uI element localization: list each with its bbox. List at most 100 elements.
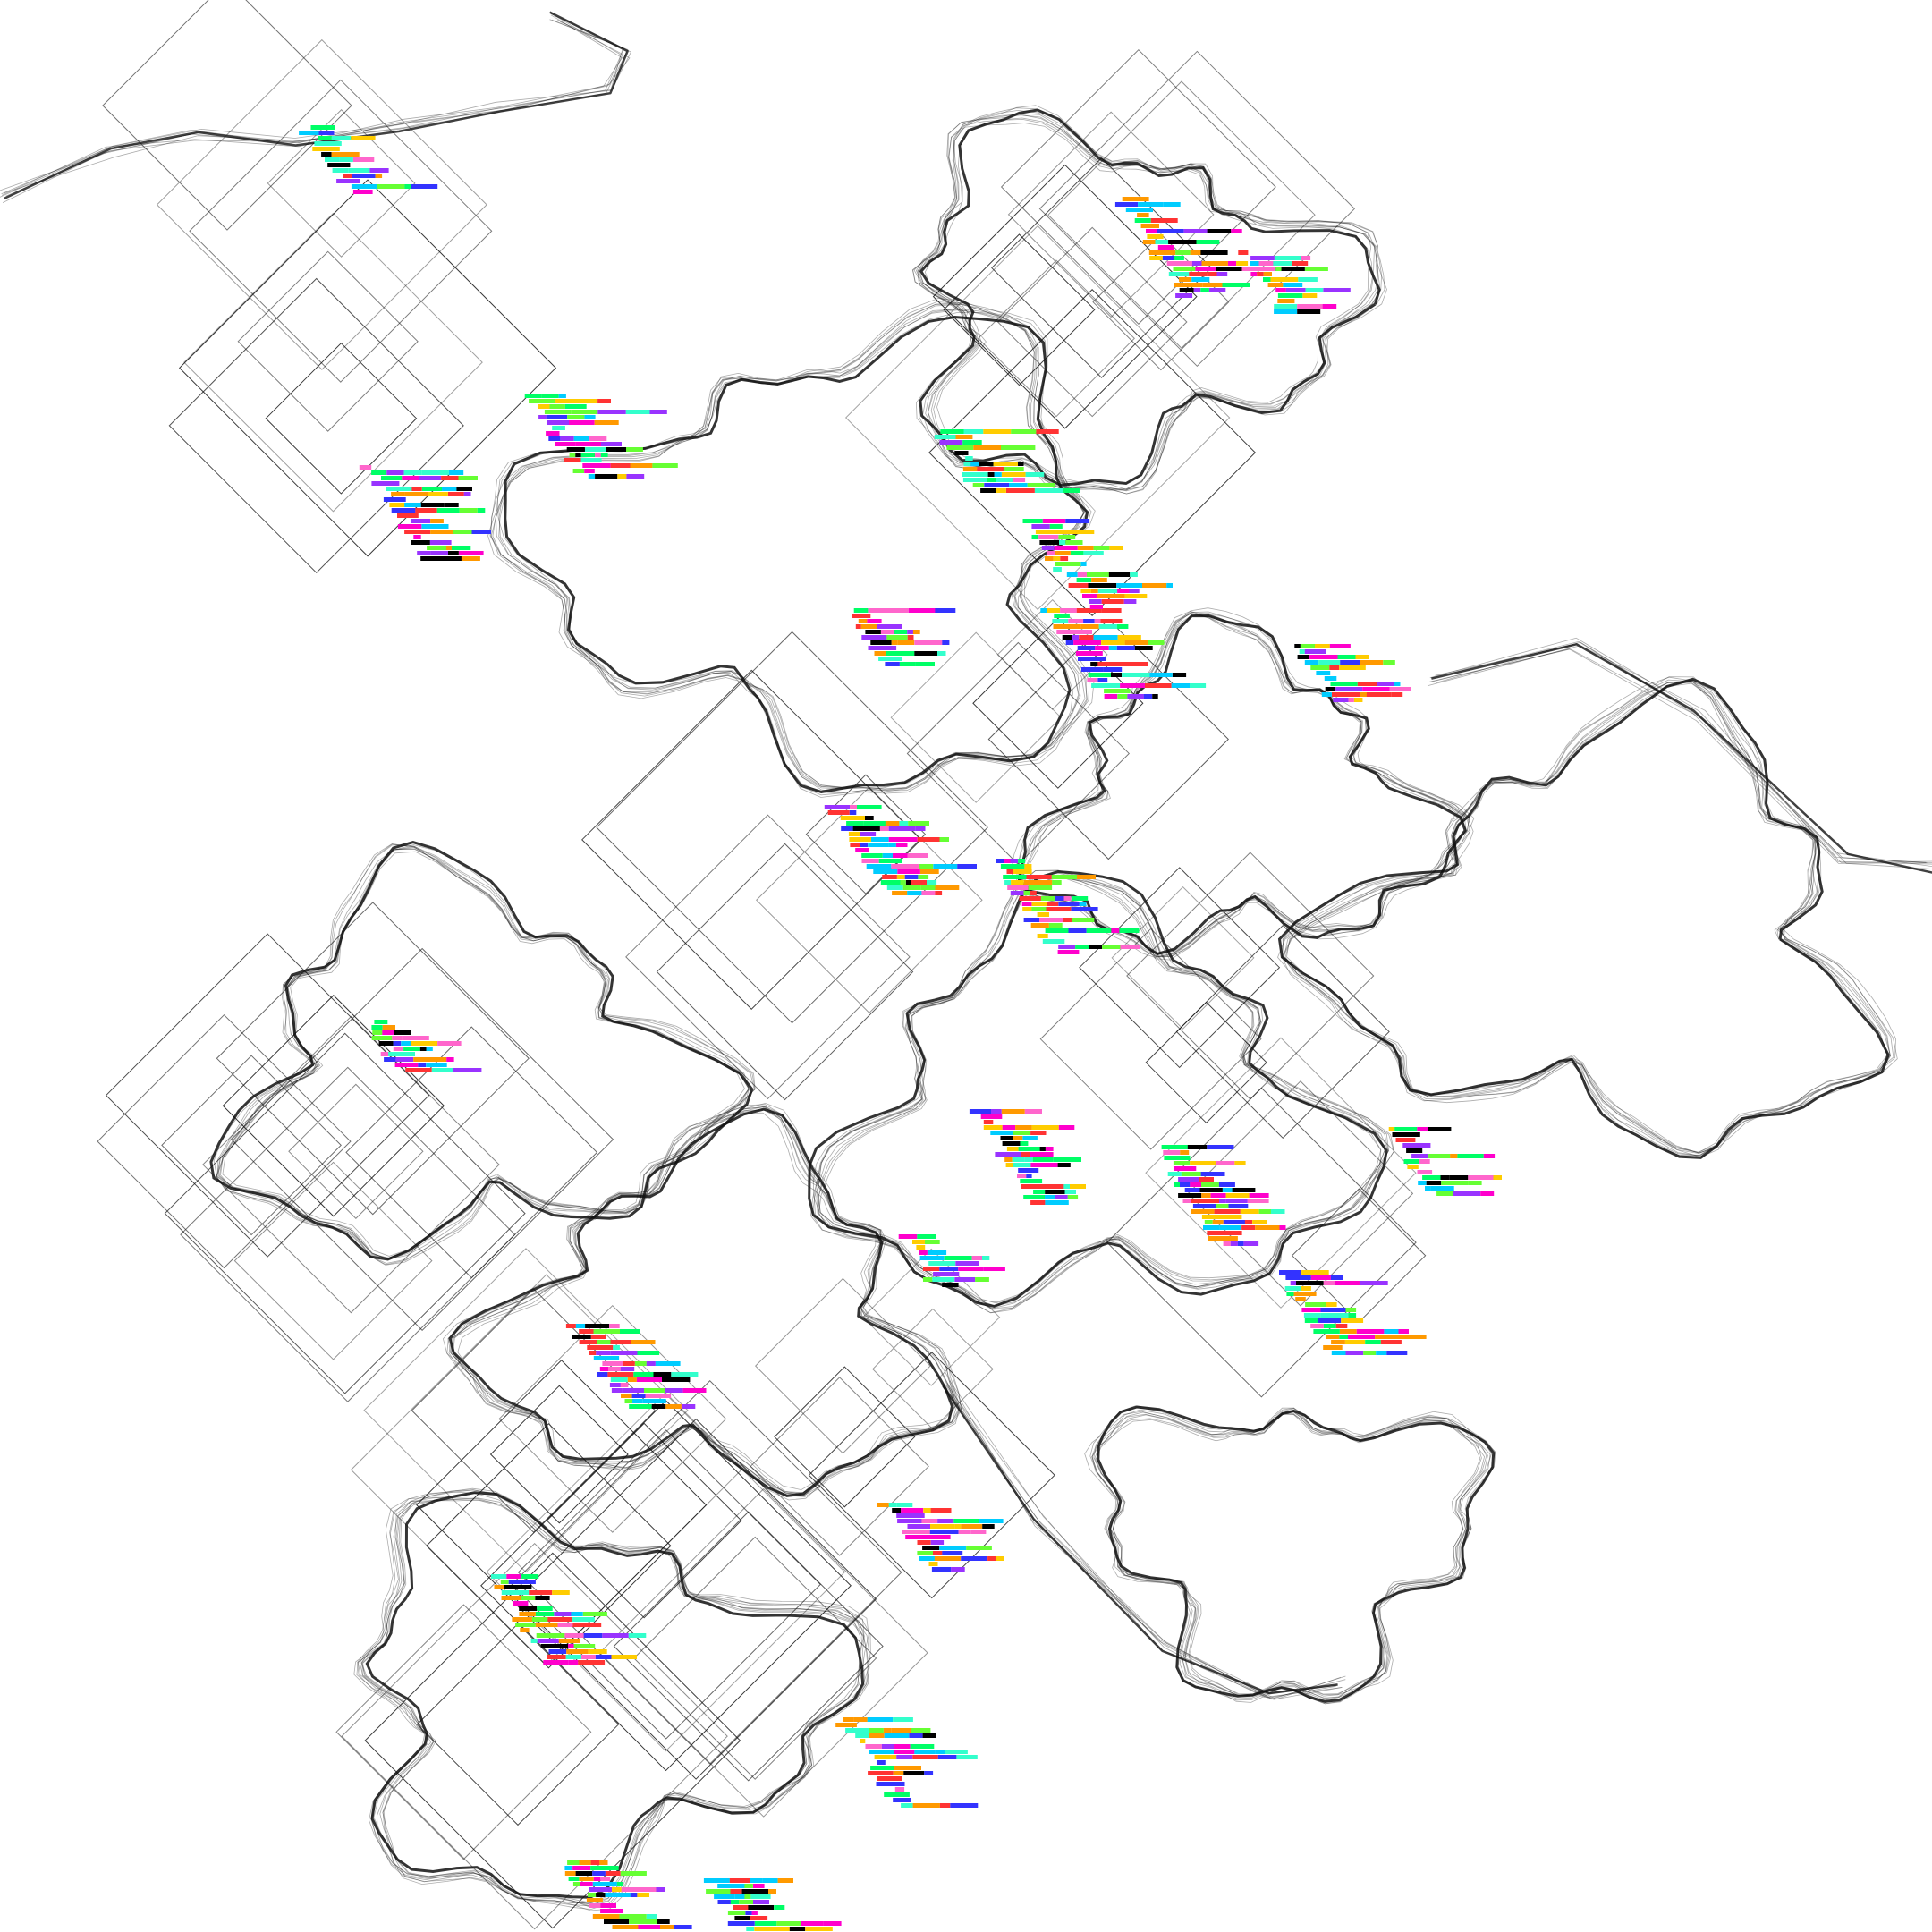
color-bar xyxy=(1080,562,1087,566)
color-bar xyxy=(631,1340,656,1344)
color-bar xyxy=(776,1921,801,1926)
color-bar xyxy=(935,1750,945,1754)
color-bar xyxy=(1152,694,1158,699)
color-bar xyxy=(1275,267,1282,271)
color-bar xyxy=(448,470,464,475)
color-bar xyxy=(1189,272,1208,276)
color-bar xyxy=(617,474,627,479)
color-bar xyxy=(884,1733,910,1738)
color-bar xyxy=(973,445,1001,450)
color-bar xyxy=(620,1871,647,1876)
color-bar xyxy=(922,1267,940,1271)
color-bar xyxy=(371,481,400,486)
ribbon-strand xyxy=(1093,1405,1496,1705)
tail-strand xyxy=(1,17,631,195)
color-bar xyxy=(921,891,936,895)
color-bar xyxy=(351,136,376,140)
color-bar xyxy=(1270,277,1299,282)
color-bar xyxy=(575,1871,593,1876)
color-bar xyxy=(1089,945,1103,949)
color-bar xyxy=(871,837,889,842)
color-bar xyxy=(1441,1181,1469,1185)
ribbon-strand xyxy=(450,1106,960,1496)
color-bar xyxy=(1031,902,1047,906)
color-bar xyxy=(1164,1156,1191,1160)
color-bar xyxy=(568,1877,580,1881)
color-bar xyxy=(411,540,430,545)
diamond-outline xyxy=(97,1013,352,1269)
color-bar xyxy=(1064,1190,1076,1194)
color-bar xyxy=(430,551,448,555)
color-bar xyxy=(318,131,335,135)
color-bar xyxy=(1055,896,1064,901)
color-bar xyxy=(1216,1161,1235,1165)
color-bar xyxy=(895,843,908,847)
color-bar xyxy=(371,1025,383,1030)
color-bar xyxy=(1103,667,1123,672)
color-bar xyxy=(595,1655,612,1659)
ribbon-strand xyxy=(218,848,750,1260)
color-bar xyxy=(891,640,898,645)
color-bar xyxy=(1006,488,1035,493)
color-bar xyxy=(1335,687,1352,691)
diamond-outline xyxy=(1079,867,1281,1069)
color-bar xyxy=(1216,272,1228,276)
color-bar xyxy=(1114,202,1139,207)
color-bar xyxy=(588,1893,597,1897)
color-bar xyxy=(1082,594,1097,598)
color-bar xyxy=(1195,267,1216,271)
color-bar xyxy=(1117,589,1130,593)
color-bar xyxy=(896,875,905,879)
color-bar xyxy=(1093,635,1118,640)
color-bar xyxy=(595,474,618,479)
color-bar xyxy=(1258,261,1274,266)
ribbon-strand xyxy=(1282,679,1892,1157)
color-bar xyxy=(923,1277,933,1282)
tail-strand xyxy=(1431,643,1932,874)
color-bar xyxy=(624,1399,632,1403)
color-bar xyxy=(420,556,438,561)
diamond-outline xyxy=(1047,80,1316,349)
color-bar xyxy=(1218,1182,1235,1187)
color-bar xyxy=(928,1261,956,1266)
color-bar xyxy=(630,463,653,468)
color-bar xyxy=(430,530,453,534)
color-bar xyxy=(1032,1157,1054,1162)
color-bar xyxy=(933,1272,960,1276)
color-bar xyxy=(750,1894,771,1899)
color-bar xyxy=(888,826,916,831)
color-bar xyxy=(893,1798,911,1802)
color-bar xyxy=(1117,635,1141,640)
color-bar xyxy=(1238,250,1249,255)
color-bar xyxy=(1250,261,1259,266)
color-bar xyxy=(893,1717,913,1722)
color-bar xyxy=(572,469,585,473)
color-bar xyxy=(1171,683,1190,688)
color-bar xyxy=(1060,608,1077,613)
color-bar xyxy=(411,519,431,523)
color-bar xyxy=(411,487,422,491)
color-bar xyxy=(753,1900,769,1904)
diamond-outline xyxy=(416,1623,620,1826)
color-bar xyxy=(597,1372,608,1377)
color-bar xyxy=(1018,1168,1039,1173)
ribbon-strand xyxy=(1095,1412,1486,1697)
tail-strand xyxy=(1427,645,1932,865)
color-bar xyxy=(911,880,927,885)
color-bar xyxy=(919,1556,935,1561)
color-bar xyxy=(1199,1188,1223,1192)
color-bar xyxy=(916,1245,926,1250)
color-bar xyxy=(616,1882,623,1886)
color-bar xyxy=(962,478,987,482)
color-bar xyxy=(957,864,977,869)
color-bar xyxy=(1295,1297,1306,1301)
tail-strand xyxy=(0,19,631,191)
color-bar xyxy=(921,1519,937,1523)
color-bar xyxy=(881,1744,894,1749)
color-bar xyxy=(896,1513,925,1518)
ribbon-strand xyxy=(918,123,1372,490)
color-bar xyxy=(911,1728,931,1733)
color-bar xyxy=(1394,682,1401,686)
color-bar xyxy=(352,174,376,178)
diamond-outline xyxy=(862,1248,1001,1386)
